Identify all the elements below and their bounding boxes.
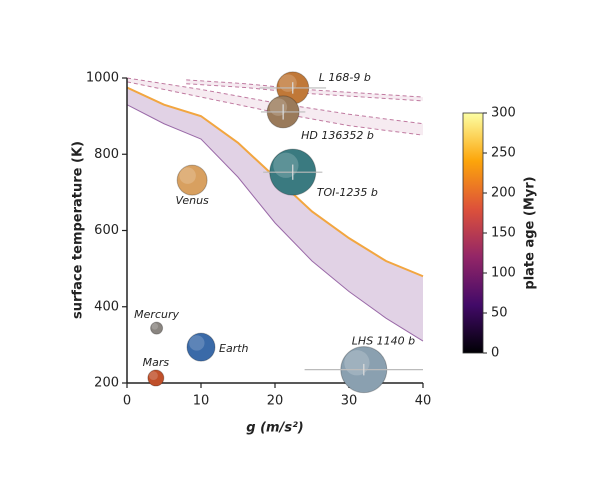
- colorbar-tick-label: 100: [491, 266, 516, 281]
- colorbar-tick-label: 0: [491, 346, 499, 361]
- planet-shade: [269, 98, 288, 116]
- band-edge: [186, 83, 424, 102]
- y-axis-label: surface temperature (K): [71, 141, 86, 319]
- planet-shade: [149, 371, 158, 381]
- y-tick-label: 1000: [86, 71, 119, 86]
- planet: [176, 164, 208, 196]
- planet-shade: [273, 152, 299, 178]
- planet-label: HD 136352 b: [301, 129, 374, 142]
- colorbar-tick-label: 150: [491, 226, 516, 241]
- band-edge: [126, 104, 424, 342]
- planet-shade: [279, 74, 297, 92]
- x-tick-label: 30: [341, 394, 358, 409]
- y-tick-label: 600: [94, 223, 119, 238]
- x-tick-label: 10: [193, 394, 210, 409]
- band-edge: [126, 81, 424, 136]
- planet-shade: [344, 350, 370, 376]
- band-area: [127, 87, 423, 342]
- x-tick-label: 40: [415, 394, 432, 409]
- colorbar-tick-label: 50: [491, 306, 508, 321]
- planet: [186, 332, 216, 362]
- planet-shade: [151, 323, 159, 330]
- y-tick-label: 800: [94, 147, 119, 162]
- y-tick-label: 200: [94, 376, 119, 391]
- x-tick-label: 20: [267, 394, 284, 409]
- planet-shade: [189, 335, 205, 351]
- planet-label: Venus: [175, 194, 209, 207]
- planet-label: Mars: [143, 356, 170, 369]
- band-edge: [186, 79, 424, 98]
- colorbar-label: plate age (Myr): [523, 176, 538, 289]
- planet-label: Mercury: [134, 308, 179, 321]
- planet-label: TOI-1235 b: [317, 186, 378, 199]
- colorbar-tick-label: 250: [491, 146, 516, 161]
- y-tick-label: 400: [94, 299, 119, 314]
- x-tick-label: 0: [123, 394, 131, 409]
- planet-label: L 168-9 b: [319, 71, 371, 84]
- planet: [147, 369, 165, 387]
- colorbar: [462, 112, 484, 354]
- planet-shade: [179, 167, 196, 184]
- planet: [150, 321, 164, 335]
- colorbar-tick-label: 300: [491, 106, 516, 121]
- x-axis-label: g (m/s²): [246, 421, 303, 436]
- colorbar-tick-label: 200: [491, 186, 516, 201]
- planet-label: LHS 1140 b: [352, 335, 415, 348]
- planet-label: Earth: [219, 342, 249, 355]
